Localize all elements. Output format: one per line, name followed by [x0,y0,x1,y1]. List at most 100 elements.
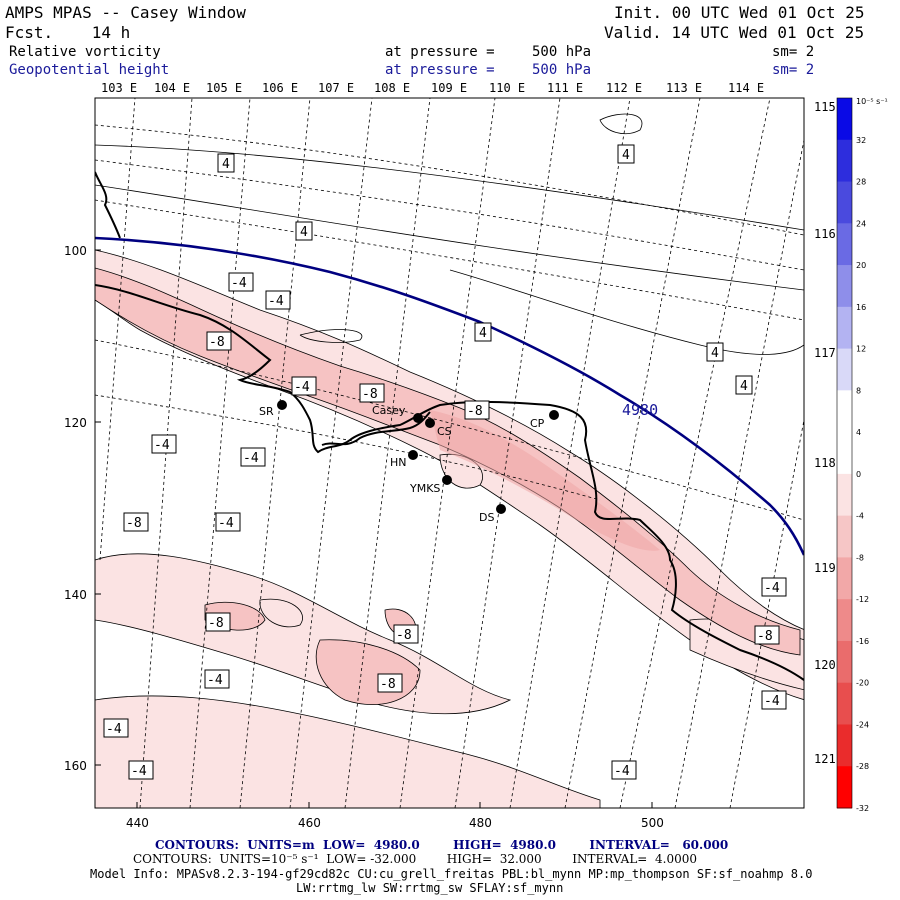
contour-label: 4 [617,144,635,164]
colorbar-level-label: 16 [856,303,866,312]
contour-label: -8 [754,625,780,645]
colorbar-swatch [837,390,852,433]
field-level-label-geopotential: at pressure = [385,62,495,78]
svg-text:YMKS: YMKS [409,482,440,495]
svg-text:4: 4 [622,148,630,163]
svg-text:112 E: 112 E [606,81,642,95]
vorticity-shading [95,249,804,808]
svg-text:-8: -8 [396,628,412,643]
geopotential-contour-4980 [95,236,804,556]
contour-label: -4 [611,760,637,780]
colorbar-frame [836,97,853,809]
y-axis: 100 120 140 160 [64,244,101,773]
svg-text:-4: -4 [764,694,780,709]
x-tick-label: 480 [469,816,492,830]
field-level-label-vorticity: at pressure = [385,44,495,60]
valid-time: Valid. 14 UTC Wed 01 Oct 25 [604,23,865,42]
svg-text:114 E: 114 E [728,81,764,95]
svg-text:-8: -8 [380,677,396,692]
x-tick-label: 460 [298,816,321,830]
colorbar-swatch [837,682,852,725]
window-title: AMPS MPAS -- Casey Window [5,3,246,22]
svg-text:-4: -4 [106,722,122,737]
contour-label: -4 [128,760,154,780]
plot-frame [94,97,805,809]
colorbar-level-label: 28 [856,178,866,187]
svg-text:HN: HN [390,456,407,469]
svg-text:105 E: 105 E [206,81,242,95]
colorbar-swatch [837,599,852,642]
contour-label: -4 [215,512,241,532]
field-sm-vorticity: sm= 2 [772,44,815,60]
svg-text:-4: -4 [231,276,247,291]
svg-text:4: 4 [222,157,230,172]
field-name-vorticity: Relative vorticity [9,44,161,60]
svg-text:-4: -4 [218,516,234,531]
svg-text:DS: DS [479,511,494,524]
svg-text:-4: -4 [614,764,630,779]
x-tick-label: 440 [126,816,149,830]
colorbar-swatch [837,557,852,600]
forecast-hour: Fcst. 14 h [5,23,131,42]
colorbar-level-label: 4 [856,428,861,437]
svg-text:106 E: 106 E [262,81,298,95]
svg-text:-8: -8 [209,335,225,350]
svg-text:4: 4 [479,326,487,341]
svg-text:-8: -8 [467,404,483,419]
svg-text:Casey: Casey [372,404,406,417]
field-level-geopotential: 500 hPa [532,62,592,78]
colorbar-level-label: -32 [856,804,869,813]
colorbar-level-label: -12 [856,595,869,604]
contour-label: -8 [123,512,149,532]
shade-patch-small2 [259,598,303,628]
colorbar-swatch [837,766,852,809]
contour-label: -4 [151,434,177,454]
contour-label: -4 [761,690,787,710]
svg-text:113 E: 113 E [666,81,702,95]
colorbar-level-label: -24 [856,720,869,729]
svg-text:111 E: 111 E [547,81,583,95]
station-CS: CS [425,418,452,438]
field-level-vorticity: 500 hPa [532,44,592,60]
colorbar-level-label: -20 [856,679,869,688]
colorbar-swatch [837,473,852,517]
contour-label: 4 [706,342,724,362]
contour-label: -4 [240,447,266,467]
stations: SR Casey CS CP HN YMKS DS [259,400,559,524]
y-tick-label: 160 [64,759,87,773]
contour-label: -4 [761,577,787,597]
colorbar-level-label: 0 [856,470,861,479]
svg-text:107 E: 107 E [318,81,354,95]
colorbar-swatch [837,432,852,475]
colorbar-level-label: -28 [856,762,869,771]
svg-text:-4: -4 [764,581,780,596]
x-axis: 440 460 480 500 [126,802,664,830]
contour-label: -8 [206,331,232,351]
svg-text:-4: -4 [131,764,147,779]
field-name-geopotential: Geopotential height [9,62,170,78]
lon-top-labels: 103 E 104 E 105 E 106 E 107 E 108 E 109 … [101,81,764,95]
svg-text:108 E: 108 E [374,81,410,95]
svg-text:-8: -8 [362,387,378,402]
shade-mid-band [95,267,801,656]
contour-label: -4 [291,376,317,396]
colorbar-swatch [837,306,852,350]
svg-text:-8: -8 [757,629,773,644]
x-tick-label: 500 [641,816,664,830]
contour-label-group: 4 4 4 4 4 4 -4 -4 -8 -4 -8 -8 -4 -4 -4 -… [103,144,787,780]
svg-text:SR: SR [259,405,274,418]
contour-label: -4 [265,290,291,310]
colorbar-swatch [837,181,852,224]
svg-text:104 E: 104 E [154,81,190,95]
colorbar-level-label: 8 [856,386,861,395]
contour-label: -8 [464,400,490,420]
svg-text:CP: CP [530,417,545,430]
svg-text:109 E: 109 E [431,81,467,95]
colorbar-level-label: 20 [856,261,866,270]
vorticity-contours [95,113,804,355]
contour-label: 4 [735,375,753,395]
y-tick-label: 140 [64,588,87,602]
y-tick-label: 120 [64,416,87,430]
contour-label: -8 [205,612,231,632]
footer-contours-vorticity: CONTOURS: UNITS=10⁻⁵ s⁻¹ LOW= -32.000 HI… [133,852,697,866]
